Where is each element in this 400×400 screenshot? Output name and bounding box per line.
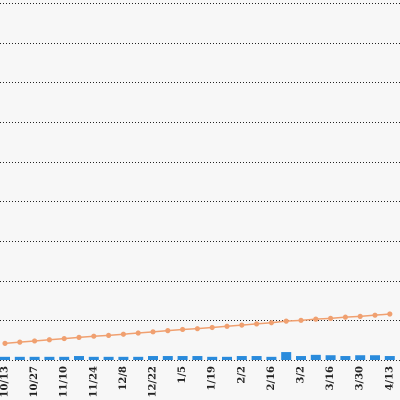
bar <box>88 356 99 360</box>
line-point <box>106 332 112 339</box>
line-point <box>224 323 230 329</box>
bar <box>207 356 218 360</box>
bar <box>310 354 321 360</box>
bar <box>384 356 395 360</box>
x-tick-label: 3/2 <box>296 366 307 384</box>
line-point <box>298 317 304 323</box>
x-tick-label: 10/13 <box>0 366 11 398</box>
bar <box>162 356 173 360</box>
x-tick-label: 12/8 <box>118 366 129 391</box>
line-point <box>387 311 393 317</box>
x-tick-label: 1/19 <box>207 366 218 391</box>
bar <box>192 356 203 360</box>
line-point <box>239 322 245 328</box>
line-point <box>135 330 141 336</box>
x-tick-label: 2/16 <box>266 366 277 391</box>
line-point <box>283 318 289 324</box>
bar <box>177 356 188 360</box>
x-tick-label: 2/2 <box>236 366 247 384</box>
x-tick-label: 11/24 <box>88 366 99 398</box>
line-point <box>31 338 38 344</box>
line-point <box>313 316 319 322</box>
bar <box>281 352 292 360</box>
line-point <box>91 333 97 339</box>
bar <box>370 355 380 360</box>
line-point <box>46 337 53 343</box>
bar <box>266 356 277 360</box>
bar <box>340 356 351 360</box>
bar <box>222 356 232 360</box>
x-tick-label: 3/30 <box>355 366 366 391</box>
bar <box>74 356 84 360</box>
x-tick-label: 12/22 <box>148 366 159 398</box>
line-point <box>209 324 215 331</box>
line-point <box>268 320 274 326</box>
line-point <box>17 339 23 345</box>
bar <box>103 356 114 360</box>
bar <box>14 356 25 360</box>
bar <box>325 355 336 360</box>
line-point <box>254 321 260 327</box>
bar <box>133 356 144 360</box>
line-point <box>2 340 8 346</box>
bar <box>236 356 247 360</box>
line-point <box>194 326 200 332</box>
line-point <box>76 334 82 340</box>
bar <box>29 356 40 360</box>
x-tick-label: 4/13 <box>384 366 395 391</box>
x-tick-label: 11/10 <box>59 366 70 398</box>
line-point <box>342 314 348 320</box>
line-point <box>372 312 378 318</box>
bar <box>251 356 262 360</box>
line-point <box>328 315 334 321</box>
line-point <box>120 331 126 337</box>
bar <box>296 356 306 360</box>
bar <box>148 356 158 360</box>
bar <box>355 355 366 360</box>
bar <box>59 356 70 360</box>
x-tick-label: 1/5 <box>177 366 188 384</box>
line-point <box>150 329 156 335</box>
bar <box>0 356 10 360</box>
line-point <box>61 335 67 342</box>
bar <box>118 356 129 360</box>
x-tick-label: 10/27 <box>29 366 40 398</box>
x-tick-label: 3/16 <box>325 366 336 391</box>
line-point <box>357 313 363 319</box>
line-point <box>165 328 171 334</box>
line-point <box>180 326 186 333</box>
bar <box>44 356 55 360</box>
